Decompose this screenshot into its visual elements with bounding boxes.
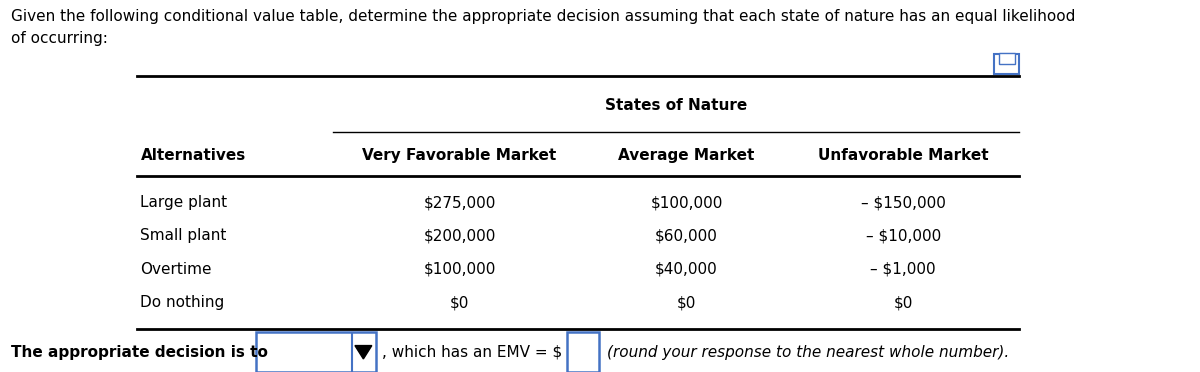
Text: Small plant: Small plant — [140, 228, 227, 243]
Text: Very Favorable Market: Very Favorable Market — [362, 148, 557, 163]
Text: $100,000: $100,000 — [424, 262, 496, 277]
Text: $200,000: $200,000 — [424, 228, 496, 243]
Text: $0: $0 — [450, 295, 469, 310]
FancyBboxPatch shape — [568, 332, 599, 372]
Text: – $150,000: – $150,000 — [860, 195, 946, 210]
Text: Alternatives: Alternatives — [140, 148, 246, 163]
Text: (round your response to the nearest whole number).: (round your response to the nearest whol… — [607, 345, 1009, 360]
Text: $0: $0 — [677, 295, 696, 310]
Text: $100,000: $100,000 — [650, 195, 722, 210]
Text: $0: $0 — [894, 295, 913, 310]
Text: – $10,000: – $10,000 — [865, 228, 941, 243]
Text: Large plant: Large plant — [140, 195, 228, 210]
Text: Do nothing: Do nothing — [140, 295, 224, 310]
Polygon shape — [355, 346, 372, 359]
Text: States of Nature: States of Nature — [605, 99, 748, 113]
Text: $40,000: $40,000 — [655, 262, 718, 277]
Text: $60,000: $60,000 — [655, 228, 718, 243]
Text: Overtime: Overtime — [140, 262, 212, 277]
FancyBboxPatch shape — [994, 54, 1019, 74]
Text: $275,000: $275,000 — [424, 195, 496, 210]
Text: The appropriate decision is to: The appropriate decision is to — [11, 345, 268, 360]
Text: Average Market: Average Market — [618, 148, 755, 163]
Text: Unfavorable Market: Unfavorable Market — [818, 148, 989, 163]
FancyBboxPatch shape — [256, 332, 376, 372]
Text: , which has an EMV = $: , which has an EMV = $ — [383, 345, 563, 360]
FancyBboxPatch shape — [1000, 53, 1015, 64]
Text: – $1,000: – $1,000 — [870, 262, 936, 277]
Text: Given the following conditional value table, determine the appropriate decision : Given the following conditional value ta… — [11, 9, 1075, 46]
